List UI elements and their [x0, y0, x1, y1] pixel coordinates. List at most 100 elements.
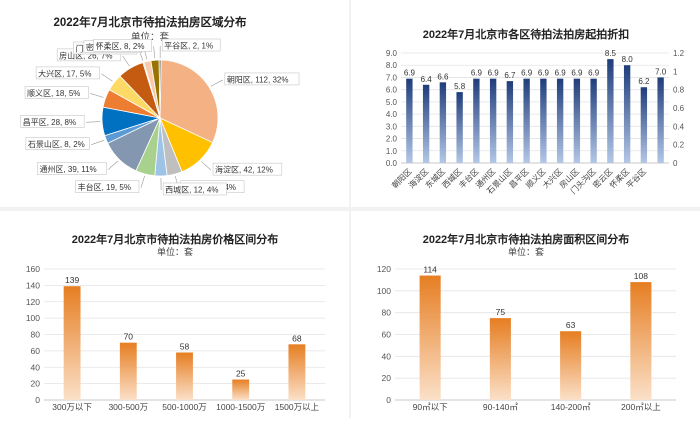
bar	[630, 282, 651, 400]
y-tick-label: 60	[31, 346, 41, 356]
pie-leader-line	[86, 122, 100, 123]
x-tick-label: 1500万以上	[275, 402, 320, 412]
y-tick-label: 6.0	[386, 86, 398, 95]
y-tick-label: 0	[386, 395, 391, 405]
bar-value-label: 75	[496, 307, 506, 317]
y-tick-label: 9.0	[386, 49, 398, 58]
bar-value-label: 139	[65, 275, 79, 285]
pie-data-label: 西城区, 12, 4%	[165, 185, 218, 194]
pie-leader-line	[108, 161, 118, 170]
bar-value-label: 5.8	[454, 82, 466, 91]
y2-tick-label: 0.4	[673, 122, 685, 131]
bar	[440, 82, 446, 163]
bar	[641, 87, 647, 163]
bar	[473, 79, 479, 163]
bar	[574, 79, 580, 163]
bar	[490, 318, 511, 400]
pie-leader-line	[90, 93, 103, 97]
bar	[406, 79, 412, 163]
y-tick-label: 2.0	[386, 135, 398, 144]
y-tick-label: 80	[382, 308, 392, 318]
pie-data-label: 昌平区, 28, 8%	[23, 118, 76, 127]
y-tick-label: 5.0	[386, 98, 398, 107]
bar	[456, 92, 462, 163]
y-tick-label: 60	[382, 330, 392, 340]
x-tick-label: 90㎡以下	[413, 402, 448, 412]
bar	[557, 79, 563, 163]
chart-subtitle: 单位：套	[508, 246, 544, 257]
y-tick-label: 0	[35, 395, 40, 405]
bar	[176, 353, 193, 400]
bar-value-label: 108	[634, 271, 648, 281]
bar-value-label: 6.9	[471, 69, 483, 78]
y-tick-label: 40	[31, 362, 41, 372]
pie-data-label: 石景山区, 8, 2%	[28, 139, 85, 149]
y2-tick-label: 0.6	[673, 104, 685, 113]
y-tick-label: 140	[26, 280, 40, 290]
bar-value-label: 8.0	[622, 55, 634, 64]
y-tick-label: 1.0	[386, 147, 398, 156]
y-tick-label: 7.0	[386, 73, 398, 82]
pie-leader-line	[101, 74, 112, 81]
chart-title: 2022年7月北京市待拍法拍房区域分布	[54, 15, 247, 29]
bar-value-label: 6.2	[638, 77, 650, 86]
bar	[607, 59, 613, 163]
bar	[624, 65, 630, 163]
bar	[507, 81, 513, 163]
district-pie-panel: 2022年7月北京市待拍法拍房区域分布 单位：套 朝阳区, 112, 32%海淀…	[0, 0, 349, 207]
chart-title: 2022年7月北京市待拍法拍房面积区间分布	[423, 232, 630, 246]
y-tick-label: 20	[31, 379, 41, 389]
pie-leader-line	[123, 56, 130, 66]
pie-leader-line	[141, 176, 145, 188]
bar-value-label: 6.9	[488, 69, 500, 78]
x-tick-label: 300万以下	[52, 402, 92, 412]
chart-subtitle: 单位：套	[157, 246, 193, 257]
y-tick-label: 120	[26, 297, 40, 307]
bar	[590, 79, 596, 163]
discount-bar-chart: 2022年7月北京市各区待拍法拍房起拍折扣 0.01.02.03.04.05.0…	[351, 0, 700, 207]
bar-value-label: 8.5	[605, 49, 617, 58]
pie-data-label: 通州区, 39, 11%	[39, 164, 96, 174]
district-pie-chart: 2022年7月北京市待拍法拍房区域分布 单位：套 朝阳区, 112, 32%海淀…	[0, 0, 349, 207]
bar	[523, 79, 529, 163]
y-tick-label: 80	[31, 330, 41, 340]
bar	[64, 286, 81, 400]
pie-leader-line	[211, 80, 223, 86]
pie-data-label: 海淀区, 42, 12%	[215, 165, 273, 175]
bar	[120, 343, 137, 400]
bar-value-label: 6.9	[521, 69, 533, 78]
bar-value-label: 6.7	[504, 71, 516, 80]
bar-value-label: 25	[236, 369, 246, 379]
bar	[540, 79, 546, 163]
area-bar-panel: 2022年7月北京市待拍法拍房面积区间分布 单位：套 0 20 40 60 80 100 1…	[351, 211, 700, 418]
y-tick-label: 40	[382, 351, 392, 361]
x-tick-label: 300-500万	[108, 402, 148, 412]
chart-title: 2022年7月北京市各区待拍法拍房起拍折扣	[423, 27, 630, 41]
bar-value-label: 6.9	[404, 69, 416, 78]
x-tick-label: 200㎡以上	[621, 402, 661, 412]
pie-data-label: 丰台区, 19, 5%	[78, 182, 131, 192]
bar	[490, 79, 496, 163]
bar	[560, 331, 581, 400]
y-tick-label: 0.0	[386, 159, 398, 168]
bar-value-label: 6.9	[588, 69, 600, 78]
y2-tick-label: 1	[673, 67, 678, 76]
y2-tick-label: 0	[673, 159, 678, 168]
y-tick-label: 20	[382, 373, 392, 383]
bar	[232, 380, 249, 400]
y-tick-label: 100	[377, 286, 391, 296]
pie-data-label: 大兴区, 17, 5%	[38, 68, 91, 78]
pie-data-label: 顺义区, 18, 5%	[27, 89, 80, 98]
bar	[423, 85, 429, 163]
bar	[288, 344, 305, 400]
bar-value-label: 70	[124, 332, 134, 342]
bar-value-label: 6.4	[421, 75, 433, 84]
bar-value-label: 6.9	[555, 69, 567, 78]
bar-value-label: 58	[180, 342, 190, 352]
pie-data-label: 朝阳区, 112, 32%	[227, 75, 289, 84]
y2-tick-label: 1.2	[673, 49, 685, 58]
price-bar-chart: 2022年7月北京市待拍法拍房价格区间分布 单位：套 0204060801001…	[0, 211, 349, 418]
bar-value-label: 6.9	[538, 69, 550, 78]
